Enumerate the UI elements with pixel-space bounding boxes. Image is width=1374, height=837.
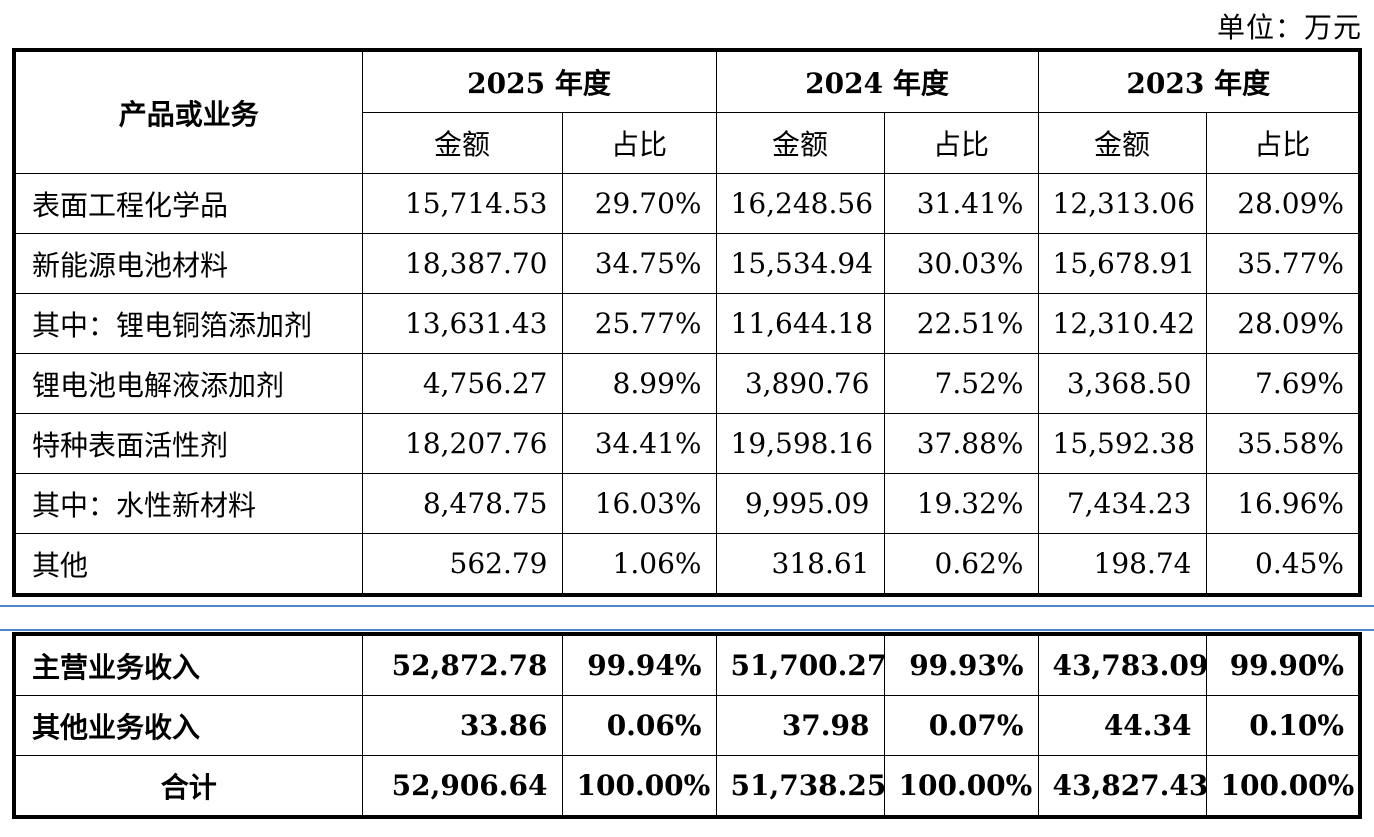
amount-cell: 15,534.94 <box>715 233 885 294</box>
revenue-summary-table: 主营业务收入 52,872.78 99.94% 51,700.27 99.93% 43,7… <box>12 632 1362 819</box>
amount-header: 金额 <box>361 112 563 174</box>
ratio-cell: 30.03% <box>883 233 1039 294</box>
ratio-cell: 22.51% <box>883 293 1039 354</box>
ratio-cell: 29.70% <box>561 173 717 234</box>
ratio-cell: 35.77% <box>1205 233 1361 294</box>
amount-cell: 12,313.06 <box>1037 173 1207 234</box>
row-label: 主营业务收入 <box>13 633 363 696</box>
ratio-cell: 0.10% <box>1205 695 1361 756</box>
amount-cell: 19,598.16 <box>715 413 885 474</box>
ratio-header: 占比 <box>561 112 717 174</box>
amount-header: 金额 <box>1037 112 1207 174</box>
ratio-cell: 25.77% <box>561 293 717 354</box>
amount-cell: 18,387.70 <box>361 233 563 294</box>
ratio-cell: 7.52% <box>883 353 1039 414</box>
table-row: 其中：锂电铜箔添加剂 13,631.43 25.77% 11,644.18 22.51%… <box>13 293 1361 354</box>
table-row: 其中：水性新材料 8,478.75 16.03% 9,995.09 19.32% 7,43… <box>13 473 1361 534</box>
amount-cell: 52,872.78 <box>361 633 563 696</box>
ratio-cell: 37.88% <box>883 413 1039 474</box>
year-header-2024: 2024 年度 <box>715 49 1039 113</box>
table-row: 其他业务收入 33.86 0.06% 37.98 0.07% 44.34 0.10% <box>13 695 1361 756</box>
unit-label: 单位：万元 <box>1216 11 1362 44</box>
ratio-header: 占比 <box>1205 112 1361 174</box>
ratio-cell: 7.69% <box>1205 353 1361 414</box>
amount-cell: 15,678.91 <box>1037 233 1207 294</box>
row-label: 其他 <box>13 533 363 596</box>
row-label: 锂电池电解液添加剂 <box>13 353 363 414</box>
ratio-cell: 28.09% <box>1205 173 1361 234</box>
amount-cell: 4,756.27 <box>361 353 563 414</box>
amount-cell: 562.79 <box>361 533 563 596</box>
amount-cell: 18,207.76 <box>361 413 563 474</box>
amount-cell: 7,434.23 <box>1037 473 1207 534</box>
ratio-cell: 19.32% <box>883 473 1039 534</box>
table-row: 其他 562.79 1.06% 318.61 0.62% 198.74 0.45% <box>13 533 1361 596</box>
row-label: 新能源电池材料 <box>13 233 363 294</box>
amount-cell: 33.86 <box>361 695 563 756</box>
amount-cell: 15,714.53 <box>361 173 563 234</box>
ratio-cell: 16.96% <box>1205 473 1361 534</box>
table-row: 表面工程化学品 15,714.53 29.70% 16,248.56 31.41% 12,… <box>13 173 1361 234</box>
ratio-header: 占比 <box>883 112 1039 174</box>
page-separator-line <box>0 605 1374 607</box>
row-label: 特种表面活性剂 <box>13 413 363 474</box>
amount-cell: 15,592.38 <box>1037 413 1207 474</box>
ratio-cell: 0.62% <box>883 533 1039 596</box>
table-row: 锂电池电解液添加剂 4,756.27 8.99% 3,890.76 7.52% 3,368… <box>13 353 1361 414</box>
row-label: 其他业务收入 <box>13 695 363 756</box>
row-label: 表面工程化学品 <box>13 173 363 234</box>
ratio-cell: 34.75% <box>561 233 717 294</box>
amount-cell: 43,827.43 <box>1037 755 1207 818</box>
ratio-cell: 100.00% <box>1205 755 1361 818</box>
product-column-header: 产品或业务 <box>13 49 363 174</box>
row-label: 合计 <box>13 755 363 818</box>
amount-cell: 318.61 <box>715 533 885 596</box>
ratio-cell: 8.99% <box>561 353 717 414</box>
table-row: 合计 52,906.64 100.00% 51,738.25 100.00% 43,827… <box>13 755 1361 818</box>
amount-cell: 8,478.75 <box>361 473 563 534</box>
amount-cell: 51,700.27 <box>715 633 885 696</box>
ratio-cell: 1.06% <box>561 533 717 596</box>
ratio-cell: 100.00% <box>883 755 1039 818</box>
ratio-cell: 99.90% <box>1205 633 1361 696</box>
table-row: 特种表面活性剂 18,207.76 34.41% 19,598.16 37.88% 15,… <box>13 413 1361 474</box>
ratio-cell: 0.06% <box>561 695 717 756</box>
revenue-table: 产品或业务 2025 年度 2024 年度 2023 年度 金额 占比 金额 占… <box>12 48 1362 597</box>
amount-cell: 43,783.09 <box>1037 633 1207 696</box>
amount-cell: 52,906.64 <box>361 755 563 818</box>
ratio-cell: 16.03% <box>561 473 717 534</box>
amount-cell: 37.98 <box>715 695 885 756</box>
ratio-cell: 99.93% <box>883 633 1039 696</box>
amount-cell: 3,890.76 <box>715 353 885 414</box>
amount-cell: 13,631.43 <box>361 293 563 354</box>
ratio-cell: 28.09% <box>1205 293 1361 354</box>
row-label: 其中：锂电铜箔添加剂 <box>13 293 363 354</box>
amount-cell: 198.74 <box>1037 533 1207 596</box>
table-row: 新能源电池材料 18,387.70 34.75% 15,534.94 30.03% 15,… <box>13 233 1361 294</box>
amount-cell: 16,248.56 <box>715 173 885 234</box>
ratio-cell: 35.58% <box>1205 413 1361 474</box>
amount-cell: 44.34 <box>1037 695 1207 756</box>
ratio-cell: 99.94% <box>561 633 717 696</box>
amount-cell: 3,368.50 <box>1037 353 1207 414</box>
year-header-2025: 2025 年度 <box>361 49 717 113</box>
page-separator-line <box>0 629 1374 631</box>
table-row: 主营业务收入 52,872.78 99.94% 51,700.27 99.93% 43,7… <box>13 633 1361 696</box>
amount-cell: 12,310.42 <box>1037 293 1207 354</box>
ratio-cell: 34.41% <box>561 413 717 474</box>
ratio-cell: 31.41% <box>883 173 1039 234</box>
ratio-cell: 0.07% <box>883 695 1039 756</box>
year-header-2023: 2023 年度 <box>1037 49 1361 113</box>
amount-cell: 11,644.18 <box>715 293 885 354</box>
amount-header: 金额 <box>715 112 885 174</box>
ratio-cell: 100.00% <box>561 755 717 818</box>
ratio-cell: 0.45% <box>1205 533 1361 596</box>
amount-cell: 9,995.09 <box>715 473 885 534</box>
amount-cell: 51,738.25 <box>715 755 885 818</box>
row-label: 其中：水性新材料 <box>13 473 363 534</box>
